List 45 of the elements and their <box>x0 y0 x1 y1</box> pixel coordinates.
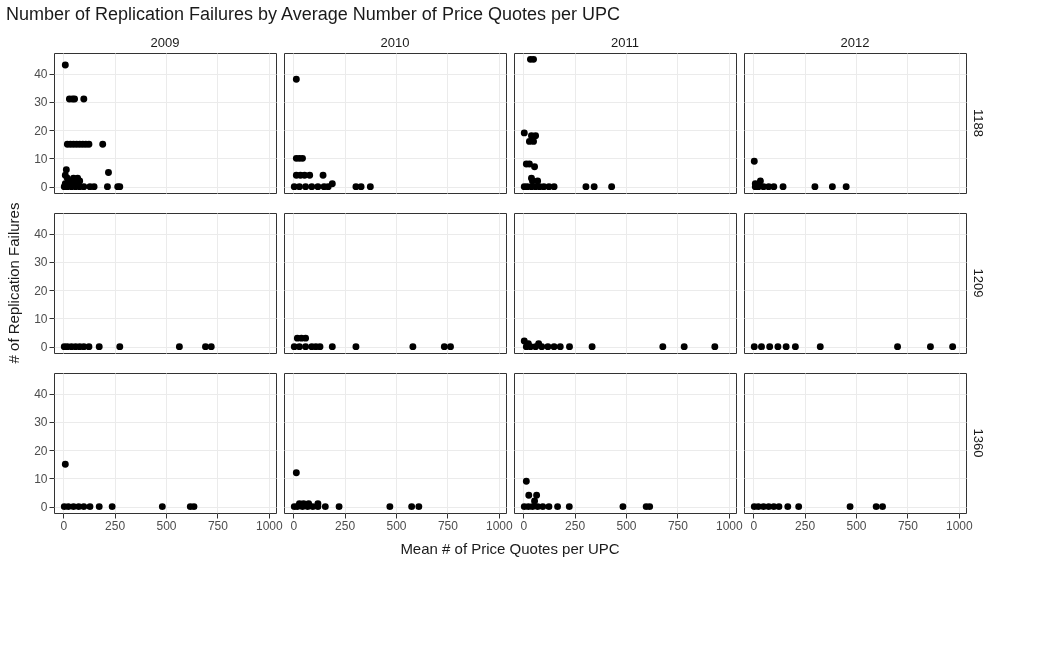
y-tick-label: 40 <box>34 227 48 242</box>
x-tick-label: 1000 <box>485 518 513 533</box>
x-tick-label: 1000 <box>255 518 283 533</box>
chart-subtitle: 2009 <box>150 35 180 50</box>
y-tick-label: 0 <box>40 180 48 195</box>
x-axis-title: Mean # of Price Quotes per UPC <box>400 540 620 557</box>
y-tick-label: 40 <box>34 387 48 402</box>
y-tick-label: 30 <box>34 95 48 110</box>
x-tick-label: 0 <box>750 518 758 533</box>
x-tick-label: 500 <box>386 518 407 533</box>
x-tick-label: 250 <box>105 518 126 533</box>
x-tick-label: 0 <box>520 518 528 533</box>
y-tick-label: 20 <box>34 123 48 138</box>
x-tick-label: 750 <box>207 518 229 533</box>
x-tick-label: 1000 <box>715 518 743 533</box>
chart-subtitle: 2010 <box>380 35 410 50</box>
y-tick-label: 10 <box>34 311 48 326</box>
x-tick-label: 750 <box>667 518 689 533</box>
y-tick-label: 30 <box>34 415 48 430</box>
x-tick-label: 1000 <box>945 518 973 533</box>
y-tick-label: 20 <box>34 283 48 298</box>
x-tick-label: 750 <box>437 518 459 533</box>
chart-subtitle: 2012 <box>840 35 870 50</box>
y-tick-label: 10 <box>34 471 48 486</box>
y-tick-label: 30 <box>34 255 48 270</box>
x-tick-label: 250 <box>335 518 356 533</box>
x-tick-label: 250 <box>795 518 816 533</box>
chart-subtitle: 2011 <box>611 35 639 50</box>
x-tick-label: 500 <box>846 518 867 533</box>
x-tick-label: 0 <box>60 518 68 533</box>
x-tick-label: 500 <box>156 518 177 533</box>
x-tick-label: 250 <box>565 518 586 533</box>
x-tick-label: 0 <box>290 518 298 533</box>
x-tick-label: 750 <box>897 518 919 533</box>
y2-axis-title: 1188 <box>971 109 986 137</box>
y-axis-title: # of Replication Failures <box>5 202 22 364</box>
y-tick-label: 20 <box>34 443 48 458</box>
y-tick-label: 40 <box>34 67 48 82</box>
y-tick-label: 0 <box>40 500 48 515</box>
y2-axis-title: 1360 <box>971 428 986 458</box>
y2-axis-title: 1209 <box>971 268 986 298</box>
y-tick-label: 0 <box>40 340 48 355</box>
text: Number of Replication Failures by Average Number of Price Quotes per UPC <box>6 4 620 24</box>
x-tick-label: 500 <box>616 518 637 533</box>
y-tick-label: 10 <box>34 151 48 166</box>
